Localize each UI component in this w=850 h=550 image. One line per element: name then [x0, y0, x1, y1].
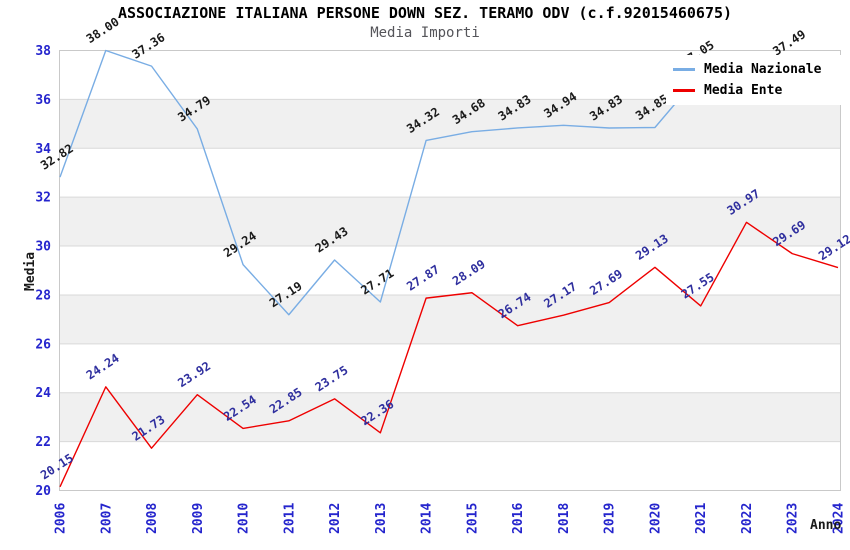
chart-legend: Media Nazionale Media Ente [666, 55, 841, 105]
plot-band [59, 392, 841, 442]
value-label: 23.75 [313, 363, 351, 394]
plot-band [59, 294, 841, 344]
x-tick-label: 2010 [237, 503, 252, 534]
value-label: 27.87 [404, 262, 442, 293]
x-tick-label: 2021 [694, 503, 709, 534]
x-tick-label: 2008 [145, 503, 160, 534]
x-tick-label: 2006 [54, 503, 69, 534]
x-tick-label: 2015 [465, 503, 480, 534]
y-tick-label: 22 [35, 435, 51, 450]
x-tick-label: 2007 [99, 503, 114, 534]
legend-item-media-ente: Media Ente [673, 83, 841, 98]
legend-label-media-nazionale: Media Nazionale [704, 62, 822, 77]
y-tick-label: 36 [35, 93, 51, 108]
y-axis-title: Media [23, 252, 38, 291]
y-tick-label: 20 [35, 484, 51, 499]
y-tick-label: 26 [35, 337, 51, 352]
x-tick-label: 2012 [328, 503, 343, 534]
x-tick-label: 2023 [786, 503, 801, 534]
x-tick-label: 2009 [191, 503, 206, 534]
plot-band [59, 197, 841, 247]
legend-label-media-ente: Media Ente [704, 83, 783, 98]
series-line-media-ente [59, 221, 839, 488]
x-tick-label: 2011 [282, 503, 297, 534]
value-label: 27.69 [587, 267, 625, 298]
value-label: 28.09 [450, 257, 488, 288]
media-ente-line-swatch [673, 89, 695, 92]
value-label: 24.24 [84, 351, 122, 382]
plot-border [59, 50, 841, 491]
x-tick-label: 2013 [374, 503, 389, 534]
legend-item-media-nazionale: Media Nazionale [673, 62, 841, 77]
y-tick-label: 38 [35, 44, 51, 59]
x-tick-label: 2016 [511, 503, 526, 534]
x-tick-label: 2022 [740, 503, 755, 534]
y-tick-label: 30 [35, 240, 51, 255]
x-tick-label: 2018 [557, 503, 572, 534]
value-label: 38.00 [84, 15, 122, 46]
x-tick-label: 2019 [603, 503, 618, 534]
x-tick-label: 2024 [832, 503, 847, 534]
plot-band [59, 99, 841, 149]
x-axis-title: Anno [810, 518, 841, 533]
chart-subtitle: Media Importi [370, 25, 480, 41]
value-label: 20.15 [38, 451, 76, 482]
value-label: 23.92 [175, 359, 213, 390]
y-tick-label: 28 [35, 288, 51, 303]
chart-title: ASSOCIAZIONE ITALIANA PERSONE DOWN SEZ. … [117, 4, 733, 22]
media-nazionale-line-swatch [673, 68, 695, 71]
y-tick-label: 24 [35, 386, 51, 401]
value-label: 37.36 [130, 30, 168, 61]
series-line-media-nazionale [59, 49, 702, 316]
value-label: 37.49 [770, 27, 808, 58]
y-tick-label: 34 [35, 142, 51, 157]
value-label: 27.71 [358, 266, 396, 297]
x-tick-label: 2014 [420, 503, 435, 534]
y-tick-label: 32 [35, 191, 51, 206]
x-tick-label: 2020 [648, 503, 663, 534]
